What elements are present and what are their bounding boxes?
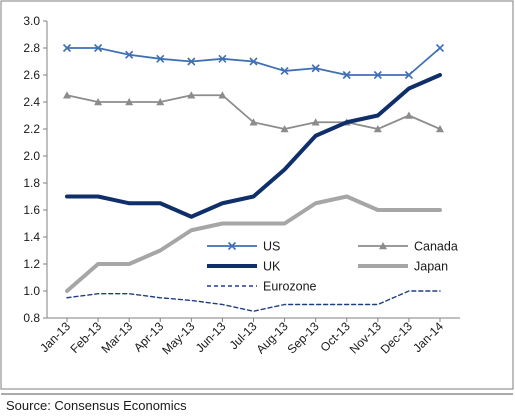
x-tick-label: Nov-13: [347, 319, 384, 356]
series-canada: [63, 91, 444, 133]
series-us-point: [218, 54, 227, 63]
y-tick-label: 2.4: [23, 95, 40, 109]
legend-item-canada: Canada: [358, 240, 458, 254]
series-us-point: [156, 54, 165, 63]
legend-item-japan-label: Japan: [414, 260, 448, 274]
x-tick-label: Mar-13: [99, 319, 136, 356]
series-uk: [65, 73, 442, 219]
x-tick-label: Sep-13: [285, 319, 322, 356]
series-canada-point: [94, 98, 103, 106]
x-tick-label: Jun-13: [193, 319, 229, 355]
y-tick-label: 1.0: [23, 284, 40, 298]
x-tick-label: Feb-13: [67, 319, 104, 356]
series-canada-point: [311, 118, 320, 126]
series-us-point: [125, 50, 134, 59]
legend-item-eurozone: Eurozone: [207, 280, 317, 294]
y-tick-label: 2.2: [23, 122, 40, 136]
legend-item-eurozone-label: Eurozone: [263, 280, 317, 294]
source-note: Source: Consensus Economics: [6, 398, 187, 413]
series-canada-point: [436, 125, 444, 133]
series-japan: [65, 194, 442, 293]
legend-item-uk-label: UK: [263, 260, 281, 274]
y-tick-label: 2.0: [23, 149, 40, 163]
series-canada-point: [218, 91, 227, 99]
y-tick-label: 1.4: [23, 230, 40, 244]
series-us-point: [373, 70, 382, 80]
x-tick-label: Oct-13: [318, 319, 354, 355]
x-tick-label: Jan-14: [410, 319, 446, 355]
x-tick-label: May-13: [159, 319, 197, 357]
legend: US Canada UK Japan Eurozone: [207, 240, 458, 294]
series-us-point: [94, 43, 103, 53]
series-eurozone-line: [66, 290, 441, 312]
series-eurozone: [66, 290, 441, 312]
series-us-point: [249, 57, 258, 66]
series-canada-point: [187, 91, 196, 99]
series-canada-point: [373, 125, 382, 133]
legend-item-canada-label: Canada: [414, 240, 458, 254]
legend-item-us: US: [207, 240, 280, 254]
legend-item-us-label: US: [263, 240, 280, 254]
x-tick-label: Aug-13: [253, 319, 290, 356]
y-tick-label: 3.0: [23, 14, 40, 28]
legend-item-canada-point: [379, 242, 387, 250]
chart-frame: [0, 0, 514, 390]
series-us-point: [311, 64, 320, 73]
series-canada-point: [156, 98, 165, 106]
y-tick-label: 1.6: [23, 203, 40, 217]
series-lines: [62, 43, 445, 312]
series-us-point: [187, 57, 196, 66]
series-us-point: [342, 70, 351, 80]
legend-item-uk: UK: [207, 260, 281, 274]
x-tick-label: Jan-13: [37, 319, 73, 355]
series-us-point: [435, 43, 445, 53]
y-tick-label: 2.8: [23, 41, 40, 55]
legend-item-us-point: [227, 241, 237, 251]
series-us-point: [280, 66, 289, 76]
series-japan-line: [65, 194, 442, 293]
legend-item-japan: Japan: [358, 260, 448, 274]
series-canada-point: [63, 91, 71, 99]
series-canada-point: [404, 111, 413, 119]
series-canada-point: [249, 118, 258, 126]
y-tick-label: 0.8: [23, 311, 40, 325]
y-tick-label: 2.6: [23, 68, 40, 82]
series-us-point: [62, 43, 72, 53]
y-tick-label: 1.8: [23, 176, 40, 190]
x-tick-label: Dec-13: [378, 319, 415, 356]
series-uk-line: [65, 73, 442, 219]
series-canada-point: [125, 98, 134, 106]
y-tick-label: 1.2: [23, 257, 40, 271]
axes: 0.8 1.0 1.2 1.4 1.6 1.8 2.0 2.2 2.4 2.6 2.8 3.0 Jan-…: [23, 14, 460, 357]
series-us-point: [404, 70, 413, 80]
series-us: [62, 43, 445, 80]
series-canada-point: [280, 125, 289, 133]
